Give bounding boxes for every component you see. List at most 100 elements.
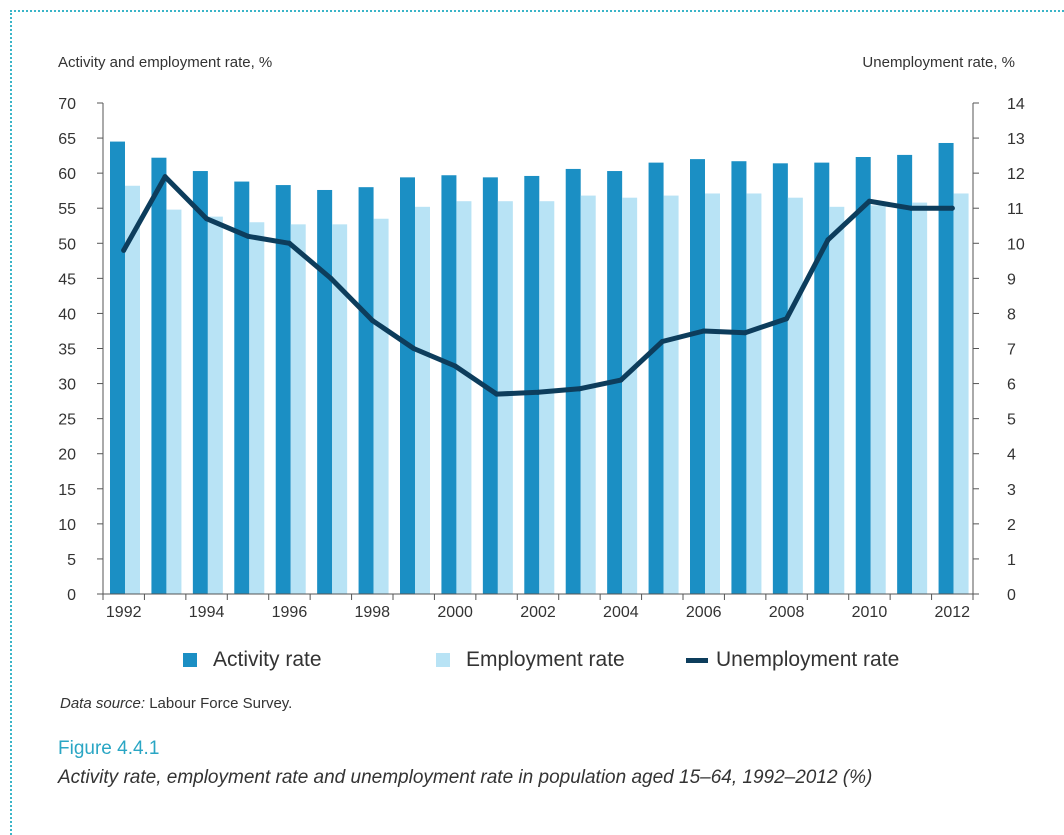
point-unemployment-2007 [742, 330, 748, 336]
x-tick-label-1994: 1994 [189, 604, 225, 621]
bar-activity-1996 [275, 185, 291, 594]
data-source-label: Data source: [60, 695, 146, 712]
point-unemployment-1996 [286, 240, 292, 246]
bar-employment-1993 [166, 209, 182, 595]
frame-left-border [10, 10, 12, 835]
right-tick-label-1: 1 [1007, 552, 1016, 569]
legend-swatch-activity [183, 653, 197, 667]
bar-activity-1995 [234, 181, 250, 594]
x-tick-label-2000: 2000 [437, 604, 473, 621]
right-tick-label-3: 3 [1007, 482, 1016, 499]
point-unemployment-2008 [784, 316, 790, 322]
right-tick-label-8: 8 [1007, 306, 1016, 323]
left-tick-label-70: 70 [58, 96, 76, 113]
left-tick-label-60: 60 [58, 166, 76, 183]
bar-employment-1996 [290, 224, 306, 594]
left-tick-label-10: 10 [58, 517, 76, 534]
bar-employment-1994 [207, 216, 223, 595]
x-tick-label-2004: 2004 [603, 604, 639, 621]
bar-activity-1997 [317, 189, 333, 594]
x-tick-label-2006: 2006 [686, 604, 722, 621]
right-tick-label-14: 14 [1007, 96, 1025, 113]
left-tick-label-30: 30 [58, 377, 76, 394]
figure-caption: Activity rate, employment rate and unemp… [58, 767, 873, 788]
left-tick-label-40: 40 [58, 306, 76, 323]
point-unemployment-2001 [494, 391, 500, 397]
x-tick-label-1998: 1998 [354, 604, 390, 621]
x-tick-label-2008: 2008 [769, 604, 805, 621]
bar-activity-2000 [441, 175, 457, 595]
left-tick-label-20: 20 [58, 447, 76, 464]
legend-swatch-employment [436, 653, 450, 667]
right-axis-label: Unemployment rate, % [862, 54, 1015, 71]
bar-activity-2002 [524, 175, 540, 594]
x-tick-label-2012: 2012 [934, 604, 970, 621]
left-tick-label-55: 55 [58, 201, 76, 218]
bar-employment-2009 [829, 206, 845, 594]
bar-activity-2005 [648, 162, 664, 594]
left-tick-label-65: 65 [58, 131, 76, 148]
bar-activity-2008 [772, 163, 788, 594]
point-unemployment-2011 [908, 205, 914, 211]
legend-item-employment: Employment rate [436, 645, 625, 675]
bar-employment-2005 [663, 195, 679, 595]
legend-label-activity: Activity rate [213, 648, 322, 671]
point-unemployment-2004 [618, 377, 624, 383]
left-tick-label-45: 45 [58, 271, 76, 288]
bar-employment-2010 [870, 205, 886, 594]
bar-activity-2012 [938, 142, 954, 594]
bar-employment-2002 [539, 201, 555, 594]
bar-employment-2006 [705, 193, 720, 594]
point-unemployment-2006 [701, 328, 707, 334]
bar-activity-1994 [192, 171, 208, 594]
point-unemployment-2005 [659, 338, 665, 344]
bar-activity-2003 [565, 168, 581, 595]
point-unemployment-1994 [204, 216, 210, 222]
right-tick-label-12: 12 [1007, 166, 1025, 183]
bar-employment-2011 [912, 202, 928, 595]
right-tick-label-13: 13 [1007, 131, 1025, 148]
left-tick-label-0: 0 [67, 587, 76, 604]
point-unemployment-1997 [328, 275, 334, 281]
bar-employment-1999 [415, 206, 430, 594]
bar-activity-2010 [855, 157, 871, 594]
bar-activity-2007 [731, 161, 747, 594]
bar-employment-1995 [249, 222, 265, 594]
bar-activity-1993 [151, 157, 167, 594]
x-tick-label-2002: 2002 [520, 604, 556, 621]
point-unemployment-1992 [121, 247, 127, 253]
axes-group: 0510152025303540455055606570012345678910… [58, 96, 1025, 621]
point-unemployment-2012 [949, 205, 955, 211]
bar-employment-1997 [332, 224, 348, 594]
bar-activity-1992 [110, 141, 125, 595]
bar-employment-2003 [580, 195, 596, 595]
legend-label-unemployment: Unemployment rate [716, 648, 900, 671]
right-tick-label-10: 10 [1007, 236, 1025, 253]
point-unemployment-1995 [245, 233, 251, 239]
point-unemployment-2003 [576, 386, 582, 392]
bar-activity-2011 [897, 154, 913, 595]
frame-top-border [10, 10, 1064, 12]
legend-item-unemployment: Unemployment rate [686, 645, 899, 675]
bar-activity-1998 [358, 187, 374, 594]
bar-activity-2001 [482, 177, 498, 594]
bar-employment-2004 [622, 197, 638, 594]
figure-number: Figure 4.4.1 [58, 738, 160, 759]
point-unemployment-1998 [369, 317, 375, 323]
right-tick-label-5: 5 [1007, 412, 1016, 429]
left-tick-label-15: 15 [58, 482, 76, 499]
legend-item-activity: Activity rate [183, 645, 322, 675]
data-source-text: Labour Force Survey. [145, 695, 293, 712]
bar-activity-1999 [400, 177, 415, 594]
point-unemployment-2000 [452, 363, 458, 369]
legend-line-unemployment [686, 657, 708, 663]
bar-employment-1992 [125, 185, 140, 595]
x-tick-label-1996: 1996 [272, 604, 308, 621]
bar-employment-2007 [746, 193, 762, 594]
bar-employment-2012 [953, 193, 969, 594]
left-axis-label: Activity and employment rate, % [58, 54, 272, 71]
bar-employment-1998 [373, 218, 389, 594]
data-source: Data source: Labour Force Survey. [60, 695, 292, 712]
bar-activity-2006 [690, 159, 705, 594]
x-tick-label-1992: 1992 [106, 604, 142, 621]
